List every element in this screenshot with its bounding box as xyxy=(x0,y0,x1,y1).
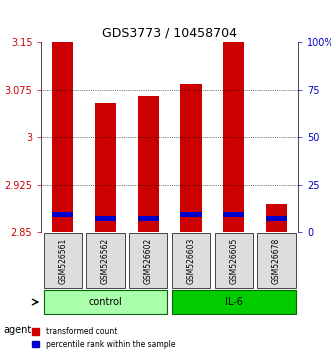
FancyBboxPatch shape xyxy=(43,233,82,288)
Text: GSM526678: GSM526678 xyxy=(272,238,281,284)
Text: GSM526561: GSM526561 xyxy=(58,238,67,284)
FancyBboxPatch shape xyxy=(43,290,167,314)
Bar xyxy=(180,212,202,217)
Bar xyxy=(52,42,73,232)
Bar xyxy=(223,42,245,232)
Bar xyxy=(138,96,159,232)
Title: GDS3773 / 10458704: GDS3773 / 10458704 xyxy=(102,27,237,40)
Bar xyxy=(95,103,116,232)
FancyBboxPatch shape xyxy=(214,233,253,288)
Text: control: control xyxy=(89,297,122,307)
Bar xyxy=(138,216,159,221)
Bar xyxy=(95,216,116,221)
Text: GSM526603: GSM526603 xyxy=(186,237,196,284)
Legend: transformed count, percentile rank within the sample: transformed count, percentile rank withi… xyxy=(30,325,177,350)
Bar xyxy=(266,204,287,232)
FancyBboxPatch shape xyxy=(257,233,296,288)
Bar xyxy=(180,84,202,232)
Text: GSM526602: GSM526602 xyxy=(144,238,153,284)
FancyBboxPatch shape xyxy=(172,290,296,314)
Text: agent: agent xyxy=(3,325,31,335)
Bar xyxy=(266,216,287,221)
Text: GSM526605: GSM526605 xyxy=(229,237,238,284)
Text: IL-6: IL-6 xyxy=(225,297,243,307)
FancyBboxPatch shape xyxy=(129,233,167,288)
FancyBboxPatch shape xyxy=(86,233,125,288)
Bar xyxy=(223,212,245,217)
FancyBboxPatch shape xyxy=(172,233,210,288)
Text: GSM526562: GSM526562 xyxy=(101,238,110,284)
Bar xyxy=(52,212,73,217)
